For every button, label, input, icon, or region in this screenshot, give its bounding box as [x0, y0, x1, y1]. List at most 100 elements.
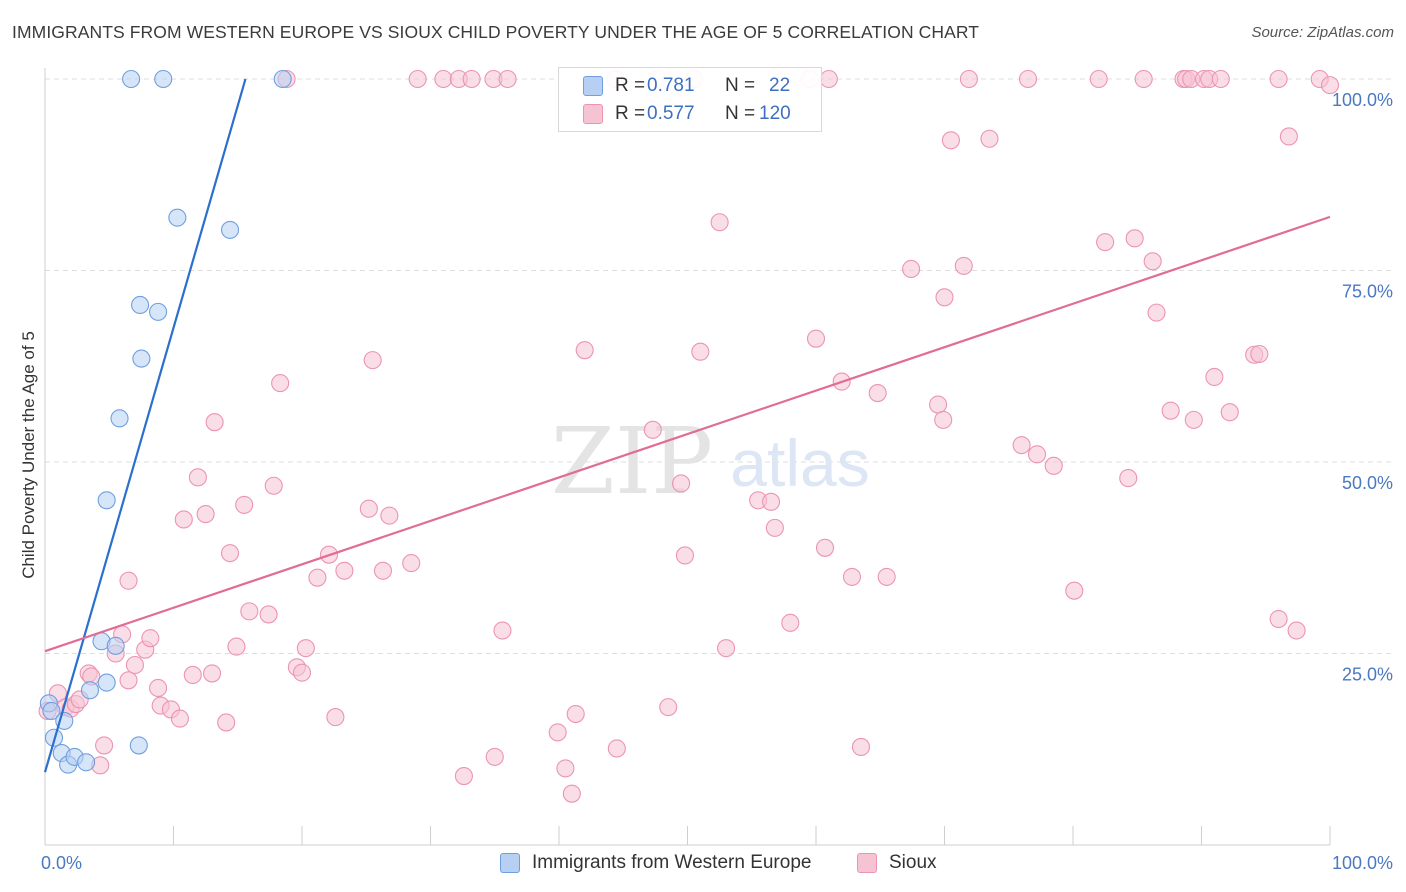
sioux-point: [1096, 233, 1115, 252]
western-europe-point: [122, 69, 141, 89]
sioux-point: [556, 759, 575, 778]
series-legend: Immigrants from Western Europe Sioux: [0, 852, 1406, 878]
sioux-point: [691, 342, 710, 361]
legend-swatch-blue: [500, 853, 520, 873]
sioux-point: [296, 639, 315, 658]
sioux-point: [1125, 229, 1144, 248]
sioux-point: [498, 69, 517, 89]
western-europe-point: [80, 681, 100, 700]
sioux-point: [335, 561, 354, 580]
sioux-point: [149, 678, 168, 698]
sioux-point: [174, 510, 193, 529]
western-europe-point: [131, 295, 150, 315]
legend-r-label: R =: [615, 103, 646, 124]
western-europe-point: [97, 673, 116, 692]
sioux-point: [454, 767, 473, 786]
sioux-point: [868, 384, 887, 403]
sioux-point: [119, 571, 138, 590]
sioux-point: [659, 698, 678, 717]
sioux-point: [954, 256, 973, 275]
legend-row-sioux: R = 0.577 N = 120: [583, 101, 791, 127]
western-europe-point: [154, 69, 173, 89]
sioux-point: [675, 546, 694, 565]
western-europe-point: [42, 701, 61, 721]
legend-r-value: 0.577: [647, 103, 695, 124]
sioux-point: [308, 568, 327, 587]
sioux-point: [402, 554, 421, 573]
sioux-point: [643, 420, 662, 439]
sioux-point: [1119, 469, 1138, 488]
y-tick-label: 100.0%: [1332, 90, 1393, 110]
western-europe-point: [220, 220, 240, 239]
sioux-point: [259, 605, 278, 624]
sioux-point: [205, 413, 224, 432]
sioux-point: [264, 476, 283, 495]
sioux-point: [217, 713, 236, 732]
sioux-point: [1250, 344, 1269, 364]
sioux-point: [902, 259, 921, 279]
western-europe-point: [77, 753, 96, 772]
sioux-point: [1205, 367, 1224, 387]
legend-r-value: 0.781: [647, 75, 695, 96]
y-axis-label: Child Poverty Under the Age of 5: [19, 331, 38, 579]
watermark: ZIP atlas: [551, 408, 870, 515]
tick-labels: 25.0% 50.0% 75.0% 100.0% 0.0% 100.0%: [41, 90, 1393, 873]
legend-item-sioux: Sioux: [857, 852, 937, 874]
sioux-point: [1143, 252, 1162, 271]
sioux-point: [240, 602, 259, 621]
sioux-point: [326, 708, 345, 727]
western-europe-point: [110, 409, 129, 428]
western-europe-point: [168, 208, 187, 227]
source-label: Source: ZipAtlas.com: [1251, 24, 1394, 41]
sioux-point: [765, 518, 784, 537]
axes: [44, 68, 1331, 846]
sioux-point: [1287, 621, 1306, 640]
y-tick-label: 50.0%: [1342, 473, 1393, 493]
legend-n-value: 120: [759, 103, 791, 124]
sioux-point: [271, 374, 290, 393]
sioux-point: [188, 468, 207, 487]
y-tick-label: 75.0%: [1342, 282, 1393, 302]
sioux-point: [929, 395, 948, 414]
sioux-point: [1044, 456, 1063, 475]
sioux-point: [183, 665, 202, 684]
sioux-point: [941, 131, 960, 150]
x-tick-label: 100.0%: [1332, 853, 1393, 873]
legend-n-label: N =: [725, 75, 756, 96]
sioux-point: [1065, 581, 1084, 600]
sioux-point: [125, 655, 144, 675]
western-europe-points: [39, 69, 292, 774]
western-europe-trend-line: [43, 78, 247, 773]
sioux-point: [363, 351, 382, 370]
x-tick-label: 0.0%: [41, 853, 82, 873]
sioux-point: [1147, 303, 1166, 322]
western-europe-point: [273, 69, 292, 89]
legend-n-label: N =: [725, 103, 756, 124]
sioux-point: [562, 784, 581, 803]
sioux-point: [373, 561, 393, 580]
sioux-point: [1012, 436, 1031, 455]
legend-swatch-pink: [857, 853, 877, 873]
legend-n-value: 22: [769, 75, 791, 96]
grid-lines: [45, 78, 1395, 654]
sioux-point: [710, 213, 729, 232]
legend-swatch-blue: [583, 76, 603, 96]
correlation-legend: R = 0.781 N = 22 R = 0.577 N = 120: [558, 67, 822, 132]
legend-row-western-europe: R = 0.781 N = 22: [583, 73, 790, 99]
sioux-point: [1269, 69, 1288, 89]
sioux-point: [1320, 76, 1340, 95]
legend-r-label: R =: [615, 75, 646, 96]
sioux-point: [485, 747, 504, 766]
sioux-point: [380, 506, 399, 525]
sioux-point: [934, 410, 953, 429]
sioux-point: [842, 567, 862, 586]
watermark-zip: ZIP: [551, 408, 713, 515]
sioux-point: [851, 737, 871, 757]
sioux-point: [493, 621, 512, 640]
sioux-point: [227, 637, 246, 656]
sioux-point: [980, 129, 999, 148]
sioux-point: [1134, 69, 1153, 89]
sioux-point: [292, 663, 312, 682]
western-europe-point: [132, 349, 151, 368]
